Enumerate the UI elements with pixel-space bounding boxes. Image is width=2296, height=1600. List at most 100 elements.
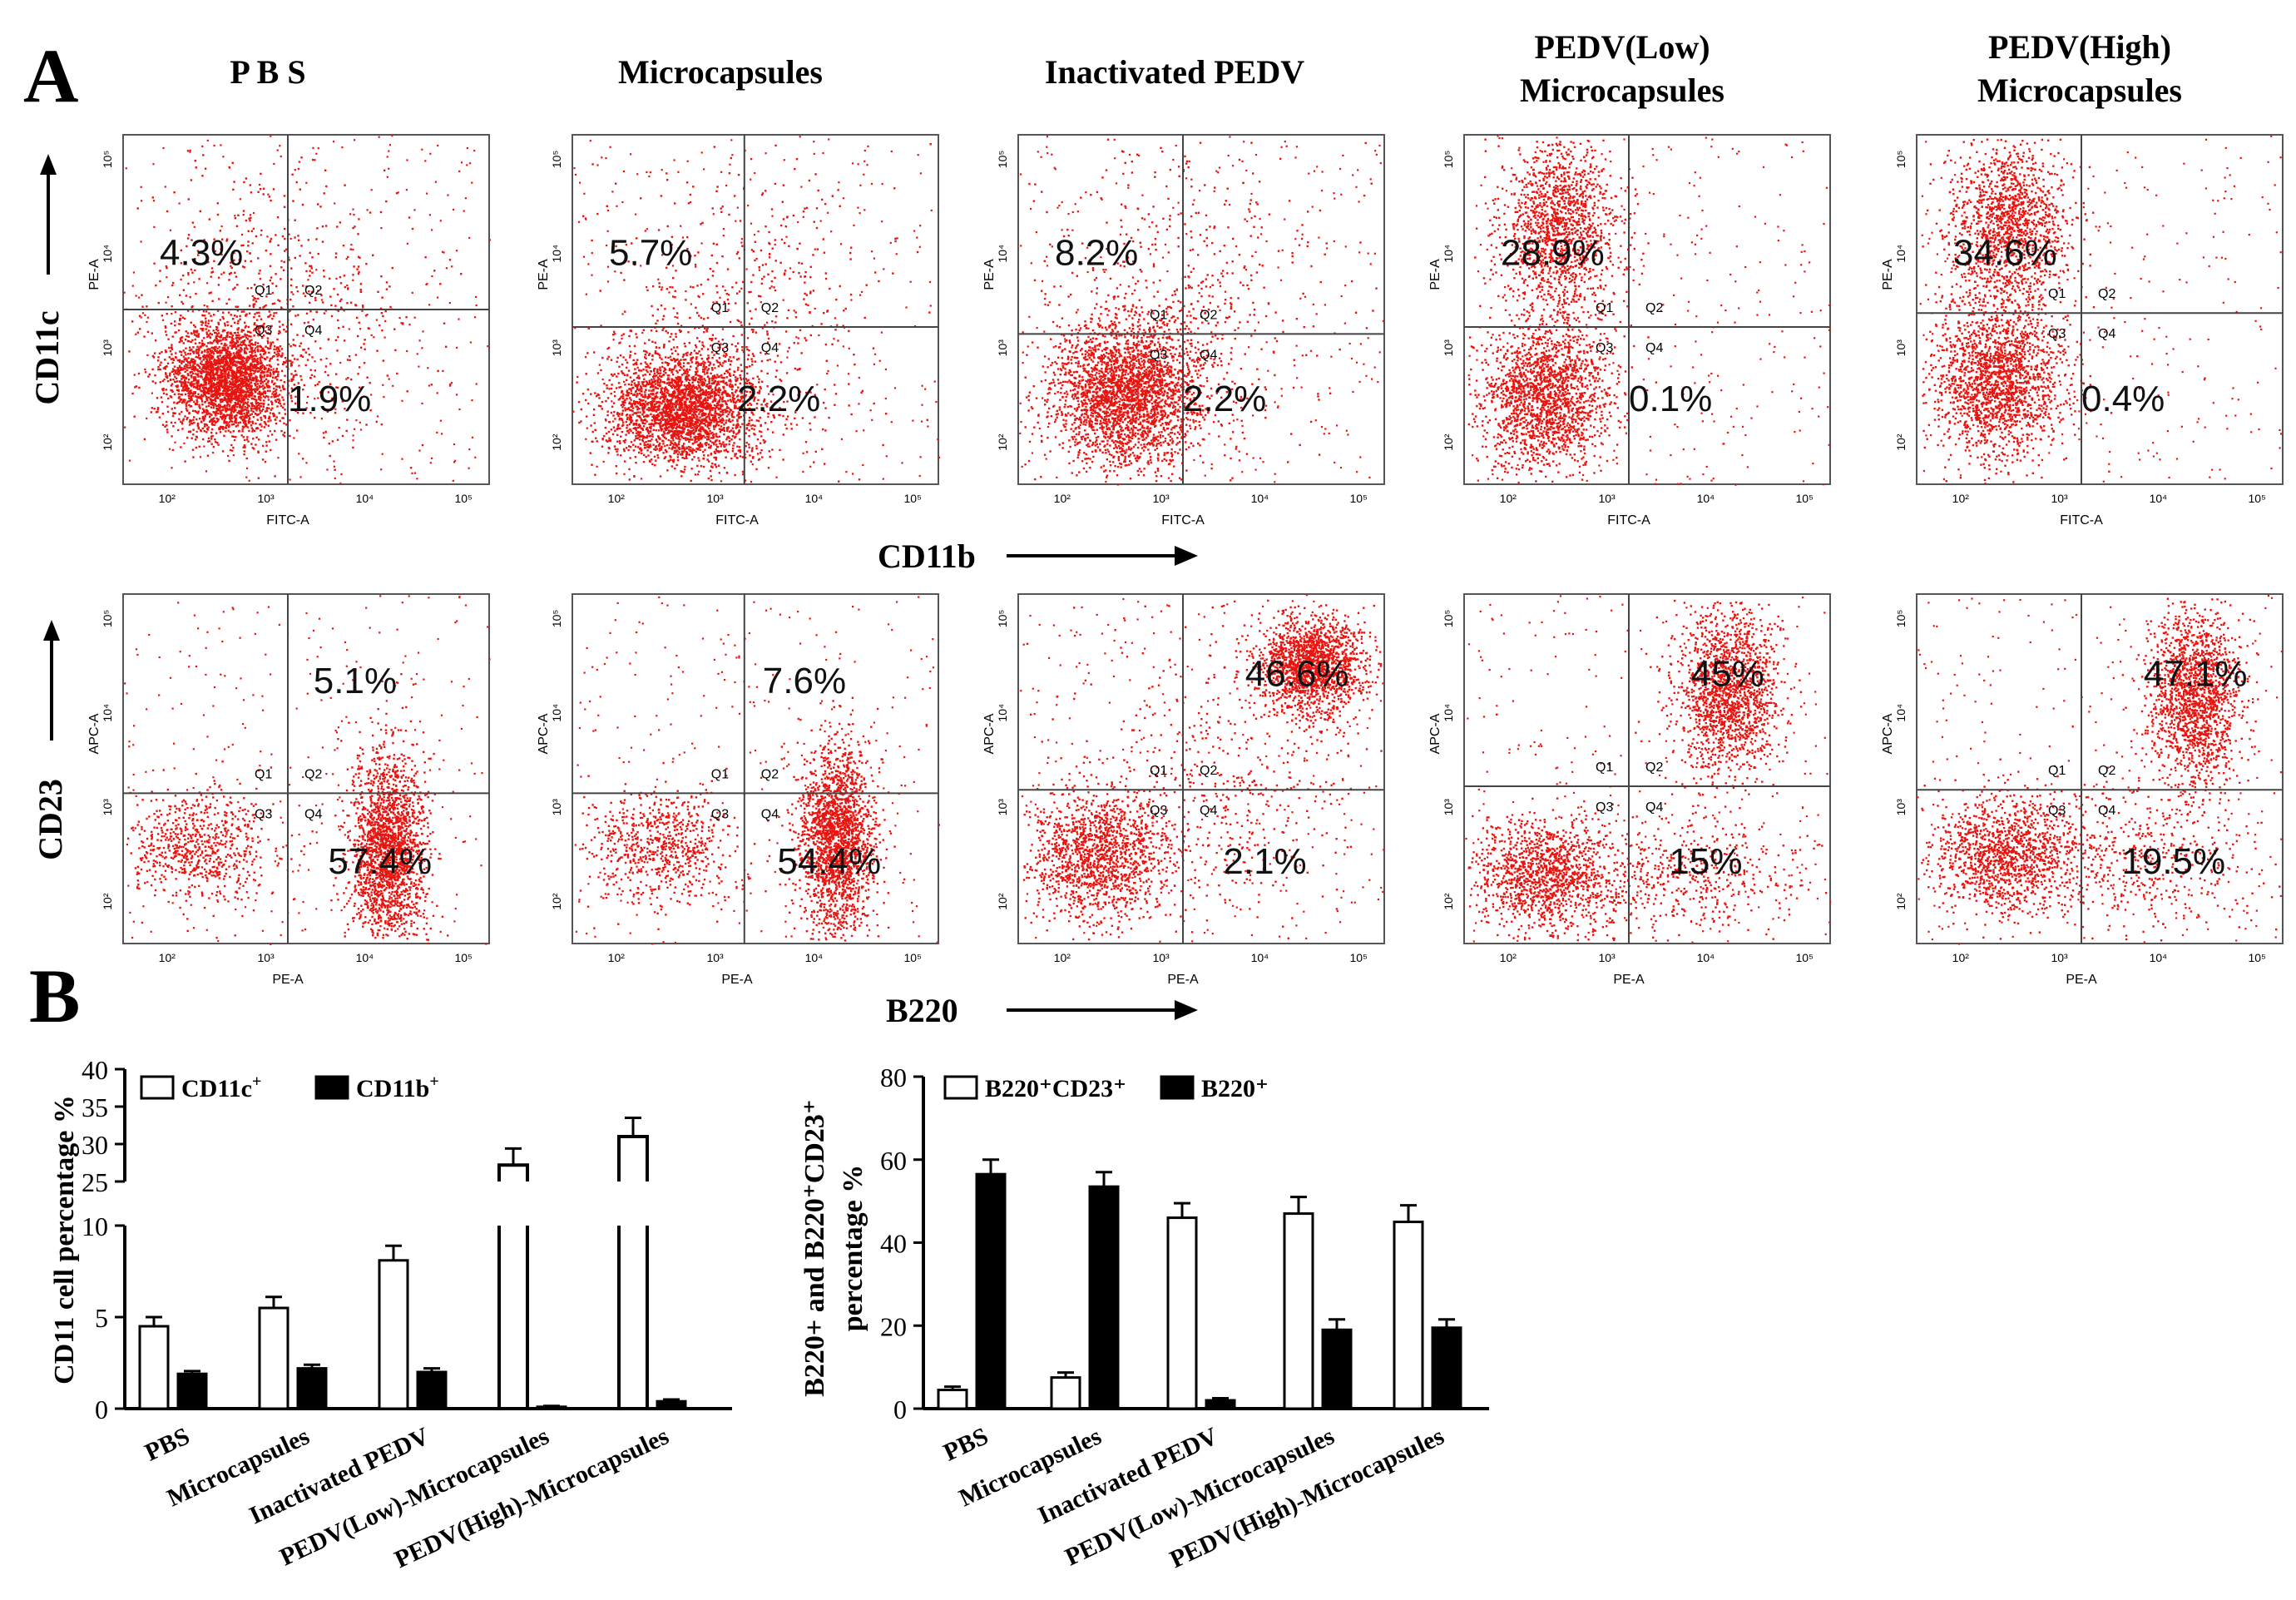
cell-dot xyxy=(195,166,197,168)
cell-dot xyxy=(271,433,273,435)
cell-dot xyxy=(265,379,267,380)
cell-dot xyxy=(265,383,267,384)
cell-dot xyxy=(410,467,412,468)
cell-dot xyxy=(210,326,211,328)
cell-dot xyxy=(291,174,293,176)
cell-dot xyxy=(280,331,281,333)
cell-dot xyxy=(180,446,181,448)
cell-dot xyxy=(320,359,322,360)
row2-y-label: CD23 xyxy=(32,779,69,860)
cell-dot xyxy=(205,310,207,312)
cell-dot xyxy=(437,297,438,299)
cell-dot xyxy=(251,421,253,423)
cell-dot xyxy=(381,297,383,299)
cell-dot xyxy=(234,315,235,316)
cell-dot xyxy=(358,218,359,220)
cell-dot xyxy=(176,373,177,374)
cell-dot xyxy=(230,359,231,360)
cell-dot xyxy=(257,383,259,384)
cell-dot xyxy=(368,328,369,329)
cell-dot xyxy=(323,432,324,433)
cell-dot xyxy=(234,215,235,216)
cell-dot xyxy=(269,417,270,419)
cell-dot xyxy=(218,385,220,387)
cell-dot xyxy=(265,305,266,306)
cell-dot xyxy=(220,427,221,428)
cell-dot xyxy=(200,389,201,391)
cell-dot xyxy=(245,406,246,408)
cell-dot xyxy=(229,167,230,169)
cell-dot xyxy=(215,404,216,405)
cell-dot xyxy=(224,371,225,373)
cell-dot xyxy=(364,339,365,340)
cell-dot xyxy=(222,349,224,351)
cell-dot xyxy=(337,336,339,338)
cell-dot xyxy=(247,380,249,382)
cell-dot xyxy=(207,410,209,412)
cell-dot xyxy=(201,146,203,147)
cell-dot xyxy=(470,341,472,343)
cell-dot xyxy=(212,364,214,365)
cell-dot xyxy=(230,361,231,363)
cell-dot xyxy=(204,387,205,389)
cell-dot xyxy=(413,209,415,211)
cell-dot xyxy=(239,315,240,317)
cell-dot xyxy=(487,345,488,347)
cell-dot xyxy=(267,390,269,392)
cell-dot xyxy=(230,431,231,433)
cell-dot xyxy=(263,395,265,397)
cell-dot xyxy=(275,423,277,424)
cell-dot xyxy=(195,387,197,389)
cell-dot xyxy=(340,299,342,300)
cell-dot xyxy=(172,425,174,427)
cell-dot xyxy=(247,404,249,406)
cell-dot xyxy=(226,336,228,338)
cell-dot xyxy=(267,369,269,371)
cell-dot xyxy=(242,356,244,358)
cell-dot xyxy=(241,374,243,376)
cell-dot xyxy=(284,435,285,437)
cell-dot xyxy=(350,248,352,250)
cell-dot xyxy=(369,211,371,213)
cell-dot xyxy=(204,401,205,403)
panel-label-a: A xyxy=(23,33,78,118)
cell-dot xyxy=(197,375,199,377)
cell-dot xyxy=(230,449,231,451)
cell-dot xyxy=(208,312,210,314)
cell-dot xyxy=(267,435,269,437)
cell-dot xyxy=(261,410,263,412)
cell-dot xyxy=(259,403,260,404)
cell-dot xyxy=(325,431,327,433)
cell-dot xyxy=(233,181,235,182)
cell-dot xyxy=(186,330,187,332)
cell-dot xyxy=(240,341,242,343)
cell-dot xyxy=(235,374,237,375)
cell-dot xyxy=(387,374,388,376)
cell-dot xyxy=(337,439,339,441)
cell-dot xyxy=(205,371,206,373)
cell-dot xyxy=(153,200,155,201)
cell-dot xyxy=(268,408,270,409)
cell-dot xyxy=(293,437,294,438)
cell-dot xyxy=(215,367,217,369)
column-title-pedv-high-line1: PEDV(High) xyxy=(1988,28,2171,66)
cell-dot xyxy=(355,305,357,306)
cell-dot xyxy=(200,371,201,373)
cell-dot xyxy=(181,354,182,356)
cell-dot xyxy=(243,181,245,183)
cell-dot xyxy=(200,346,201,348)
cell-dot xyxy=(223,414,225,415)
cell-dot xyxy=(217,382,219,384)
cell-dot xyxy=(210,398,211,399)
cell-dot xyxy=(282,353,284,354)
cell-dot xyxy=(211,357,213,359)
cell-dot xyxy=(229,336,230,338)
cell-dot xyxy=(279,412,280,414)
cell-dot xyxy=(324,192,325,194)
cell-dot xyxy=(210,432,212,433)
cell-dot xyxy=(230,344,231,346)
cell-dot xyxy=(238,379,240,380)
cell-dot xyxy=(270,374,271,375)
cell-dot xyxy=(165,330,166,332)
cell-dot xyxy=(258,315,260,317)
